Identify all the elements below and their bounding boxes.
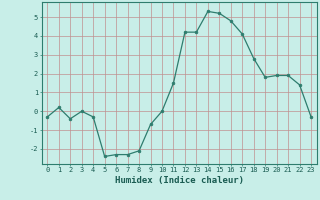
X-axis label: Humidex (Indice chaleur): Humidex (Indice chaleur): [115, 176, 244, 185]
